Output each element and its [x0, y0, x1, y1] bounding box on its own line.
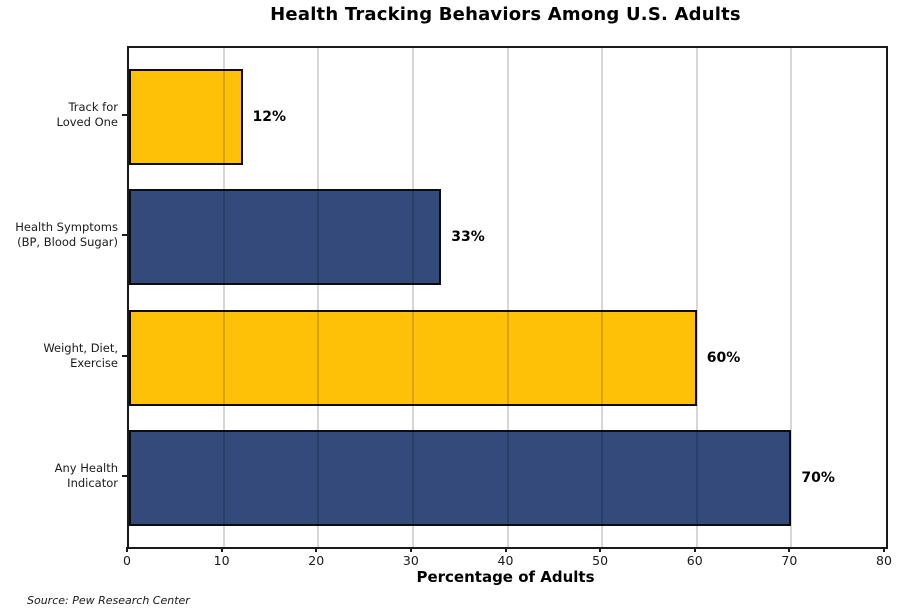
value-label: 70%	[801, 469, 835, 486]
x-tick-mark	[883, 547, 885, 552]
x-tick-label: 40	[497, 553, 514, 568]
x-tick-mark	[504, 547, 507, 552]
value-label: 33%	[451, 229, 485, 246]
x-tick-mark	[788, 547, 791, 552]
gridline-x-30	[411, 48, 414, 547]
y-tick-mark	[122, 354, 127, 357]
x-tick-label: 10	[213, 553, 230, 568]
x-tick-mark	[693, 547, 696, 552]
x-tick-mark	[409, 547, 412, 552]
x-tick-mark	[599, 547, 602, 552]
x-tick-mark	[126, 547, 128, 552]
y-tick-label: Track for Loved One	[56, 100, 119, 130]
x-tick-label: 20	[308, 553, 325, 568]
bar-weight-diet-exercise	[129, 309, 697, 406]
gridline-x-20	[317, 48, 320, 547]
plot-area: 12% 33% 60% 70%	[127, 46, 888, 549]
value-label: 60%	[706, 349, 741, 366]
chart-title: Health Tracking Behaviors Among U.S. Adu…	[270, 4, 741, 25]
x-tick-label: 0	[123, 553, 131, 568]
bar-track-for-loved-one	[129, 69, 243, 166]
gridline-x-40	[506, 48, 509, 547]
gridline-x-10	[222, 48, 225, 547]
bar-any-health-indicator	[129, 429, 792, 526]
y-tick-label: Any Health Indicator	[54, 460, 118, 490]
x-tick-mark	[220, 547, 223, 552]
x-axis-title: Percentage of Adults	[416, 568, 595, 586]
bar-health-symptoms-bp-blood-sugar-	[129, 189, 442, 286]
gridline-x-50	[601, 48, 604, 547]
x-tick-label: 80	[876, 553, 892, 568]
gridline-x-60	[695, 48, 698, 547]
gridline-x-70	[790, 48, 793, 547]
y-tick-mark	[122, 114, 127, 117]
y-tick-label: Weight, Diet, Exercise	[43, 340, 118, 370]
x-tick-label: 70	[781, 553, 798, 568]
value-label: 12%	[252, 109, 287, 126]
source-note: Source: Pew Research Center	[27, 594, 190, 607]
y-tick-label: Health Symptoms (BP, Blood Sugar)	[15, 220, 118, 250]
x-tick-label: 50	[592, 553, 609, 568]
x-tick-label: 60	[686, 553, 703, 568]
x-tick-mark	[315, 547, 318, 552]
y-tick-mark	[122, 474, 127, 477]
x-tick-label: 30	[402, 553, 419, 568]
y-tick-mark	[122, 234, 127, 237]
